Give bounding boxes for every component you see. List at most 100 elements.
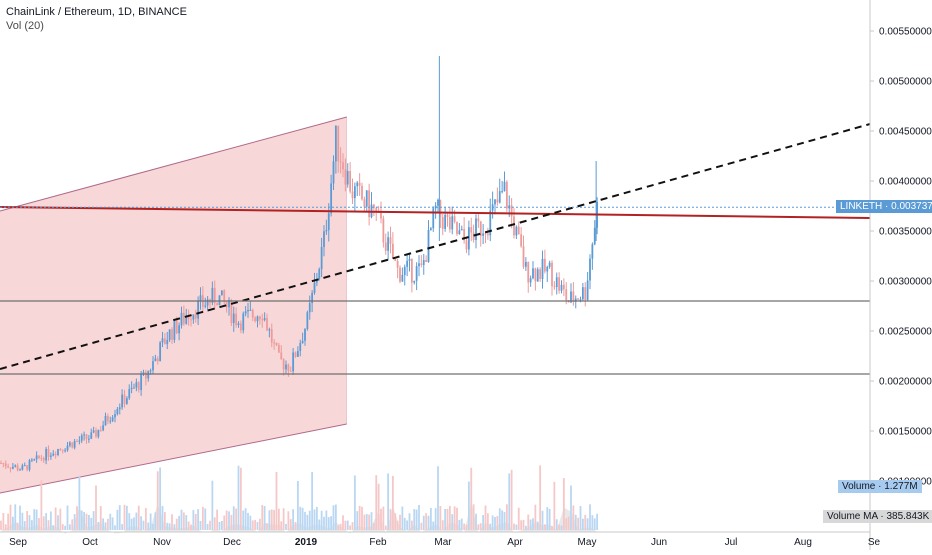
- volume-bar: [47, 520, 50, 530]
- volume-bar: [33, 509, 36, 530]
- candle-body: [555, 277, 558, 288]
- volume-bar: [558, 524, 561, 530]
- candle-body: [242, 313, 245, 331]
- volume-bar: [106, 518, 109, 530]
- candle-body: [161, 338, 164, 343]
- candle-body: [498, 191, 501, 203]
- candle-body: [289, 370, 292, 372]
- candle-body: [187, 316, 190, 320]
- candle-body: [171, 329, 173, 340]
- candle-body: [38, 455, 40, 458]
- rising-channel[interactable]: [0, 116, 347, 494]
- candle-body: [268, 329, 271, 331]
- volume-bar: [572, 505, 575, 530]
- volume-bar: [71, 519, 74, 530]
- candle-body: [346, 171, 349, 185]
- volume-bar: [396, 520, 399, 530]
- volume-bar: [415, 509, 418, 530]
- candle-body: [565, 289, 568, 301]
- volume-bar: [92, 511, 95, 530]
- volume-bar: [458, 520, 461, 530]
- candle-body: [118, 407, 121, 410]
- volume-bar: [194, 513, 197, 530]
- candle-body: [185, 316, 188, 324]
- candle-body: [548, 262, 551, 267]
- volume-bar: [140, 516, 143, 530]
- candle-body: [7, 466, 10, 468]
- volume-bar: [534, 504, 537, 530]
- candle-body: [541, 258, 544, 279]
- x-tick-label: Sep: [9, 537, 27, 548]
- candle-body: [356, 182, 359, 187]
- volume-indicator-label: Vol (20): [6, 20, 44, 32]
- volume-bar: [261, 505, 264, 530]
- candle-body: [125, 398, 128, 404]
- trend-lines[interactable]: [0, 123, 871, 375]
- chart-title: ChainLink / Ethereum, 1D, BINANCE: [6, 6, 187, 18]
- candle-body: [95, 430, 97, 437]
- candle-body: [399, 267, 401, 282]
- candle-body: [61, 449, 64, 451]
- candle-body: [152, 361, 154, 371]
- volume-bar: [292, 509, 295, 530]
- candle-body: [237, 323, 240, 326]
- candle-body: [135, 382, 138, 388]
- candle-body: [323, 231, 325, 247]
- candle-body: [83, 434, 86, 436]
- candle-body: [524, 261, 527, 267]
- candle-body: [220, 290, 223, 296]
- candle-body: [87, 438, 90, 440]
- volume-bar: [289, 519, 292, 530]
- candle-body: [159, 342, 162, 362]
- candle-body: [213, 287, 216, 304]
- volume-bar: [387, 473, 390, 530]
- volume-bar: [11, 516, 14, 530]
- volume-bar: [199, 520, 202, 530]
- candle-body: [11, 466, 14, 469]
- volume-bar: [577, 517, 580, 530]
- y-tick-label: 0.00300000: [879, 277, 932, 288]
- volume-bar: [232, 506, 235, 530]
- candle-body: [204, 305, 207, 307]
- candle-body: [439, 199, 442, 218]
- volume-bar: [16, 522, 19, 530]
- volume-bar: [539, 465, 542, 530]
- candle-body: [387, 237, 390, 251]
- candle-body: [142, 372, 145, 375]
- candle-body: [296, 351, 299, 357]
- candle-body: [144, 372, 147, 379]
- volume-bar: [282, 508, 285, 530]
- candle-body: [560, 284, 563, 291]
- volume-bar: [301, 507, 304, 530]
- candle-body: [551, 262, 553, 287]
- candle-body: [570, 291, 572, 303]
- volume-bar: [57, 515, 59, 530]
- candle-body: [16, 465, 19, 471]
- candle-body: [477, 218, 480, 222]
- volume-bar: [339, 523, 342, 530]
- volume-bar: [470, 467, 473, 530]
- candle-body: [68, 442, 71, 446]
- volume-bar: [529, 519, 532, 530]
- candle-body: [192, 314, 195, 320]
- candle-body: [163, 338, 166, 345]
- volume-bar: [230, 514, 233, 530]
- volume-bar: [209, 520, 211, 530]
- candle-body: [28, 460, 31, 470]
- candle-body: [270, 329, 273, 343]
- candle-body: [460, 229, 463, 231]
- volume-bar: [363, 514, 366, 530]
- volume-bar: [104, 522, 107, 530]
- candle-body: [327, 213, 330, 231]
- volume-bar: [220, 521, 223, 530]
- volume-bar: [2, 513, 5, 530]
- volume-bar: [560, 525, 563, 530]
- volume-bar: [513, 523, 515, 530]
- volume-bar: [467, 481, 470, 530]
- candle-body: [232, 313, 235, 324]
- candle-body: [415, 266, 418, 281]
- volume-bar: [375, 475, 378, 530]
- candle-body: [156, 358, 159, 362]
